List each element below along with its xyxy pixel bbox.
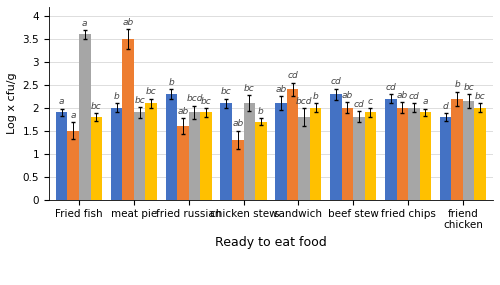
X-axis label: Ready to eat food: Ready to eat food [215, 236, 327, 249]
Text: cd: cd [408, 92, 419, 101]
Bar [364, 112, 376, 200]
Bar [90, 117, 102, 200]
Bar [166, 94, 177, 200]
Bar [353, 117, 364, 200]
Text: bc: bc [146, 87, 156, 96]
Text: bcd: bcd [296, 97, 312, 105]
Text: ab: ab [178, 107, 188, 116]
Text: c: c [368, 97, 373, 105]
Bar [420, 112, 431, 200]
Bar [474, 108, 486, 200]
Bar [79, 34, 90, 200]
Bar [276, 103, 287, 200]
Text: cd: cd [386, 83, 396, 92]
Bar [396, 108, 408, 200]
Text: bc: bc [134, 95, 145, 105]
Bar [298, 117, 310, 200]
Text: cd: cd [287, 71, 298, 80]
Text: b: b [454, 80, 460, 89]
Text: bc: bc [200, 97, 211, 105]
Bar [188, 112, 200, 200]
Text: bc: bc [464, 83, 474, 92]
Bar [255, 122, 266, 200]
Bar [146, 103, 157, 200]
Bar [342, 108, 353, 200]
Text: ab: ab [276, 85, 286, 94]
Bar [244, 103, 255, 200]
Text: bc: bc [91, 102, 102, 111]
Text: b: b [313, 92, 318, 101]
Bar [122, 39, 134, 200]
Text: ab: ab [342, 91, 353, 100]
Text: d: d [442, 102, 448, 111]
Bar [385, 99, 396, 200]
Text: bcd: bcd [186, 94, 202, 103]
Text: ab: ab [232, 119, 243, 129]
Text: bc: bc [244, 84, 254, 93]
Text: ab: ab [396, 91, 408, 100]
Bar [408, 108, 420, 200]
Text: b: b [114, 92, 119, 101]
Bar [287, 89, 298, 200]
Bar [177, 126, 188, 200]
Bar [220, 103, 232, 200]
Text: a: a [82, 19, 87, 28]
Text: a: a [422, 97, 428, 106]
Text: a: a [70, 111, 76, 120]
Text: b: b [258, 107, 264, 116]
Bar [56, 112, 68, 200]
Y-axis label: Log x cfu/g: Log x cfu/g [7, 72, 17, 134]
Text: ab: ab [122, 18, 134, 27]
Text: cd: cd [330, 77, 342, 86]
Bar [232, 140, 243, 200]
Bar [452, 99, 463, 200]
Bar [330, 94, 342, 200]
Bar [134, 112, 145, 200]
Bar [111, 108, 122, 200]
Bar [68, 131, 79, 200]
Bar [463, 101, 474, 200]
Bar [440, 117, 452, 200]
Text: b: b [168, 78, 174, 87]
Text: cd: cd [354, 100, 364, 109]
Bar [200, 112, 211, 200]
Text: a: a [59, 97, 64, 106]
Text: bc: bc [475, 92, 486, 101]
Text: bc: bc [221, 87, 232, 96]
Bar [310, 108, 322, 200]
